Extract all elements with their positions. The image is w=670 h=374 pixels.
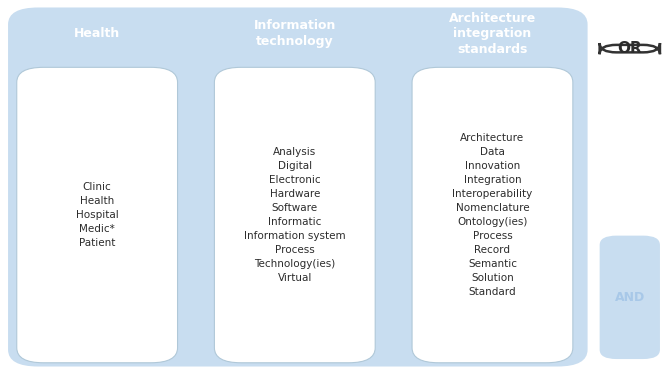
FancyBboxPatch shape: [600, 236, 660, 359]
FancyBboxPatch shape: [412, 67, 573, 363]
Text: Architecture
integration
standards: Architecture integration standards: [449, 12, 536, 56]
FancyBboxPatch shape: [214, 67, 375, 363]
Text: Information
technology: Information technology: [254, 19, 336, 48]
Text: Architecture
Data
Innovation
Integration
Interoperability
Nomenclature
Ontology(: Architecture Data Innovation Integration…: [452, 133, 533, 297]
Text: Analysis
Digital
Electronic
Hardware
Software
Informatic
Information system
Proc: Analysis Digital Electronic Hardware Sof…: [244, 147, 346, 283]
Text: OR: OR: [618, 41, 642, 56]
FancyBboxPatch shape: [17, 67, 178, 363]
FancyBboxPatch shape: [8, 7, 588, 367]
Text: Health: Health: [74, 27, 121, 40]
Text: Clinic
Health
Hospital
Medic*
Patient: Clinic Health Hospital Medic* Patient: [76, 182, 119, 248]
Text: AND: AND: [614, 291, 645, 304]
FancyBboxPatch shape: [600, 43, 660, 54]
